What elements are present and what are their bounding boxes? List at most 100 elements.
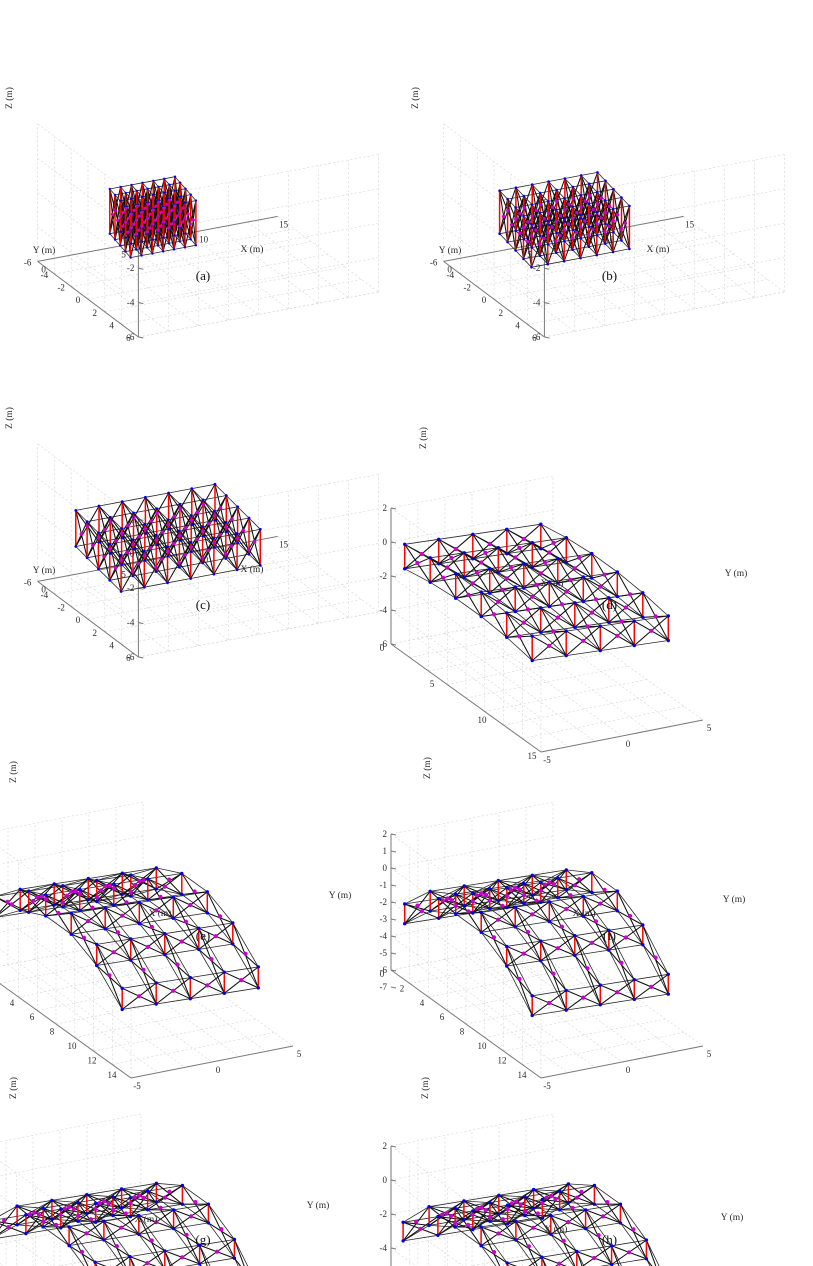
panel-e-svg: 20-2-4-60246810121450-5X (m)Y (m)Z (m) [0, 761, 351, 1091]
panel-d-plot: 2 0 -2 -4 -6 0 5 10 15 5 0 -5 X (m) Y (m) Z (m) [380, 320, 813, 765]
panel-d-ztick: 2 [383, 503, 388, 513]
panel-a-ytick: 6 [126, 333, 131, 343]
panel-g-caption: (g) [195, 1232, 211, 1247]
panel-e-zlabel: Z (m) [8, 761, 19, 783]
panel-c-ztick: -4 [127, 618, 135, 628]
panel-f-xlabel: X (m) [573, 908, 596, 919]
panel-c-ytick: 2 [93, 628, 98, 638]
panel-b-ytick: -2 [463, 283, 471, 293]
panel-e-labels: 20-2-4-60246810121450-5X (m)Y (m)Z (m) [8, 761, 351, 1091]
panel-c-ytick: 0 [76, 615, 81, 625]
panel-e-ytick: 0 [216, 1065, 221, 1075]
panel-b-xlabel: X (m) [647, 244, 670, 255]
panel-g-zlabel: Z (m) [8, 1077, 19, 1099]
panel-f-ztick: -4 [380, 931, 388, 941]
panel-c-ytick: -4 [41, 590, 49, 600]
panel-f-plot: 2 1 0 -1 -2 -3 -4 -5 -6 -7 0 2 4 6 8 10 12 14 5 0 -5 X (m) Y (… [380, 640, 813, 1091]
panel-c-xlabel: X (m) [241, 564, 264, 575]
panel-f-ytick: -5 [543, 1081, 551, 1091]
panel-a-ztick: 0 [130, 229, 135, 239]
panel-b-xtick: 15 [685, 219, 695, 229]
panel-c-xtick: 5 [121, 569, 126, 579]
panel-b-xtick: 5 [527, 249, 532, 259]
panel-d-xtick: 15 [528, 751, 538, 761]
panel-a-zlabel: Z (m) [4, 87, 15, 109]
panel-c-plot: 2 0 -2 -4 -6 0 5 10 15 6 4 2 0 -2 -4 -6 X (m) Y (m) Z (m) [0, 320, 406, 663]
panel-d-ytick: 5 [707, 723, 712, 733]
panel-b-ytick: 0 [482, 295, 487, 305]
panel-c-xtick: 10 [199, 554, 209, 564]
panel-f-caption: (f) [603, 928, 616, 943]
panel-f-ztick: 0 [383, 863, 388, 873]
panel-c-zlabel: Z (m) [4, 407, 15, 429]
panel-b: 2 0 -2 -4 -6 0 5 10 15 6 4 2 0 -2 -4 -6 X (m) Y (m) Z (m) … [406, 0, 813, 343]
panel-e-xlabel: X (m) [149, 908, 172, 919]
panel-a-ytick: 0 [76, 295, 81, 305]
panel-c-caption: (c) [195, 597, 211, 612]
panel-h-structure [401, 1182, 660, 1266]
panel-f-xtick: 14 [518, 1070, 528, 1080]
panel-a-xtick: 0 [41, 264, 46, 274]
panel-a-caption: (a) [195, 268, 211, 283]
panel-a-ytick: 4 [109, 320, 114, 330]
panel-e-xtick: 4 [10, 998, 15, 1008]
panel-a-xtick: 5 [121, 249, 126, 259]
panel-b-ztick: 2 [536, 194, 541, 204]
panel-c-ytick: 6 [126, 653, 131, 663]
panel-a-structure [108, 175, 198, 259]
panel-a-ytick: -2 [57, 283, 65, 293]
panel-b-ytick: 2 [499, 308, 504, 318]
panel-e-xtick: 14 [108, 1070, 118, 1080]
panel-e-xtick: 8 [50, 1027, 55, 1037]
panel-f-xtick: 6 [440, 1012, 445, 1022]
panel-f-xtick: 0 [380, 969, 385, 979]
panel-b-structure [498, 171, 631, 269]
panel-e-caption: (e) [195, 928, 211, 943]
panel-c-ytick: -2 [57, 603, 65, 613]
panel-e: 20-2-4-60246810121450-5X (m)Y (m)Z (m) (… [0, 640, 406, 1091]
panel-c-ytick: 4 [109, 640, 114, 650]
panel-b-ylabel: Y (m) [439, 245, 462, 256]
panel-d-zlabel: Z (m) [418, 427, 429, 449]
panel-g-xlabel: X (m) [135, 1214, 158, 1225]
panel-b-ytick: 4 [515, 320, 520, 330]
panel-b-zlabel: Z (m) [410, 87, 421, 109]
panel-c-xtick: 0 [41, 584, 46, 594]
panel-d-caption: (d) [601, 597, 618, 612]
panel-f-axes [390, 833, 704, 1079]
panel-d-ylabel: Y (m) [725, 568, 748, 579]
panel-b-xtick: 10 [605, 234, 615, 244]
panel-c-ztick: -2 [127, 583, 135, 593]
panel-d-ztick: -4 [380, 605, 388, 615]
panel-h-ztick: -4 [380, 1243, 388, 1253]
panel-d-ztick: -2 [380, 571, 388, 581]
panel-f-ytick: 5 [707, 1049, 712, 1059]
panel-a-ytick: -6 [24, 257, 32, 267]
panel-f-structure [403, 868, 670, 1018]
panel-h-zlabel: Z (m) [420, 1077, 431, 1099]
panel-g-structure [0, 1181, 249, 1266]
panel-a-ytick: 2 [93, 308, 98, 318]
panel-c-ylabel: Y (m) [33, 565, 56, 576]
panel-f: 2 1 0 -1 -2 -3 -4 -5 -6 -7 0 2 4 6 8 10 12 14 5 0 -5 X (m) Y (… [380, 640, 813, 1091]
panel-b-ztick: -2 [533, 263, 541, 273]
panel-b-ytick: -6 [430, 257, 438, 267]
panel-e-structure [0, 866, 260, 1012]
panel-f-zlabel: Z (m) [422, 757, 433, 779]
panel-a-plot: 2 0 -2 -4 -6 0 5 10 15 6 4 2 0 -2 -4 -6 X (m) Y (m) Z (m) [0, 0, 406, 343]
panel-f-ztick: -7 [380, 982, 388, 992]
